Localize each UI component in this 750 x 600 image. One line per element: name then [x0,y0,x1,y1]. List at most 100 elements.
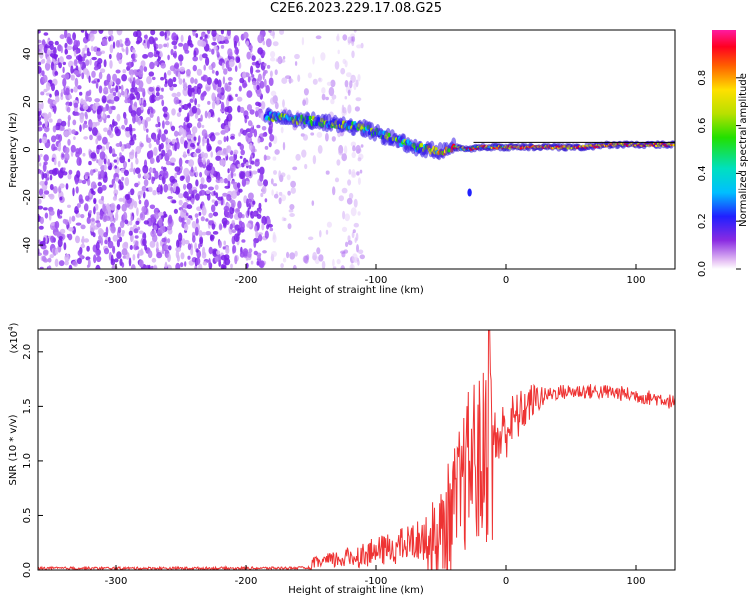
noise-speckle [199,171,203,178]
noise-speckle [220,101,225,110]
noise-speckle [75,112,80,116]
noise-speckle [258,260,265,269]
noise-speckle [158,154,162,161]
snr-x-tick-label: -300 [105,576,128,587]
noise-speckle [215,155,222,161]
noise-speckle [214,184,219,190]
noise-speckle [195,148,201,154]
noise-speckle [112,245,116,254]
noise-speckle [72,32,76,41]
noise-speckle [279,30,285,35]
noise-speckle [86,264,90,268]
noise-speckle [217,196,223,201]
noise-speckle [260,192,264,198]
noise-speckle [133,31,138,38]
noise-speckle [191,30,198,33]
noise-speckle [75,235,80,243]
noise-speckle [38,154,41,163]
noise-speckle [357,211,361,216]
noise-speckle [119,220,125,229]
noise-speckle [64,30,68,39]
noise-speckle [166,149,173,157]
noise-speckle [301,37,305,46]
noise-speckle [49,93,52,98]
noise-speckle [231,190,238,199]
noise-speckle [332,266,337,269]
noise-speckle [50,222,56,226]
noise-speckle [242,71,247,79]
noise-speckle [223,254,230,261]
noise-speckle [181,205,184,209]
noise-speckle [112,196,117,201]
noise-speckle [347,235,351,242]
noise-speckle [79,124,82,132]
noise-speckle [106,73,111,83]
noise-speckle [229,164,236,173]
noise-speckle [342,210,346,220]
noise-speckle [107,129,112,136]
noise-speckle [134,235,139,239]
noise-speckle [115,85,119,93]
noise-speckle [256,260,260,266]
noise-speckle [206,189,210,195]
noise-speckle [282,141,286,151]
noise-speckle [346,72,352,78]
noise-speckle [44,118,48,128]
noise-speckle [247,132,253,138]
noise-speckle [79,91,83,96]
noise-speckle [188,215,193,219]
noise-speckle [38,205,44,210]
noise-speckle [38,61,42,66]
noise-speckle [179,60,183,66]
noise-speckle [169,65,176,72]
spectrogram-x-label: Height of straight line (km) [288,285,424,296]
noise-speckle [66,36,72,44]
snr-y-tick-label: 1.0 [22,453,33,469]
noise-speckle [97,181,103,187]
noise-speckle [38,30,41,34]
noise-speckle [351,169,356,177]
noise-speckle [103,127,108,133]
noise-speckle [79,66,82,75]
noise-speckle [87,178,91,186]
noise-speckle [146,76,152,85]
noise-speckle [150,157,155,164]
noise-speckle [161,99,165,107]
noise-speckle [43,190,50,195]
noise-speckle [130,215,134,222]
noise-speckle [138,80,144,89]
noise-speckle [198,135,201,145]
noise-speckle [195,33,199,38]
noise-speckle [64,147,70,154]
noise-speckle [211,30,217,37]
noise-speckle [123,169,129,176]
noise-speckle [219,178,225,184]
noise-speckle [163,113,168,118]
noise-speckle [262,72,265,80]
noise-speckle [83,238,90,243]
noise-speckle [224,82,229,91]
noise-speckle [116,156,119,165]
noise-speckle [273,193,279,199]
noise-speckle [224,185,230,189]
noise-speckle [112,153,117,157]
noise-speckle [347,36,352,44]
ridge-spur [467,188,472,197]
noise-speckle [142,238,147,246]
noise-speckle [193,50,197,58]
noise-speckle [174,142,178,152]
noise-speckle [58,260,65,267]
noise-speckle [175,246,182,252]
noise-speckle [123,111,127,119]
noise-speckle [62,171,68,176]
noise-speckle [257,137,261,144]
noise-speckle [64,152,70,161]
noise-speckle [246,90,253,98]
noise-speckle [164,261,168,269]
noise-speckle [60,92,63,97]
noise-speckle [186,149,190,154]
noise-speckle [195,171,199,177]
noise-speckle [119,155,126,164]
noise-speckle [332,258,335,267]
noise-speckle [249,127,255,134]
